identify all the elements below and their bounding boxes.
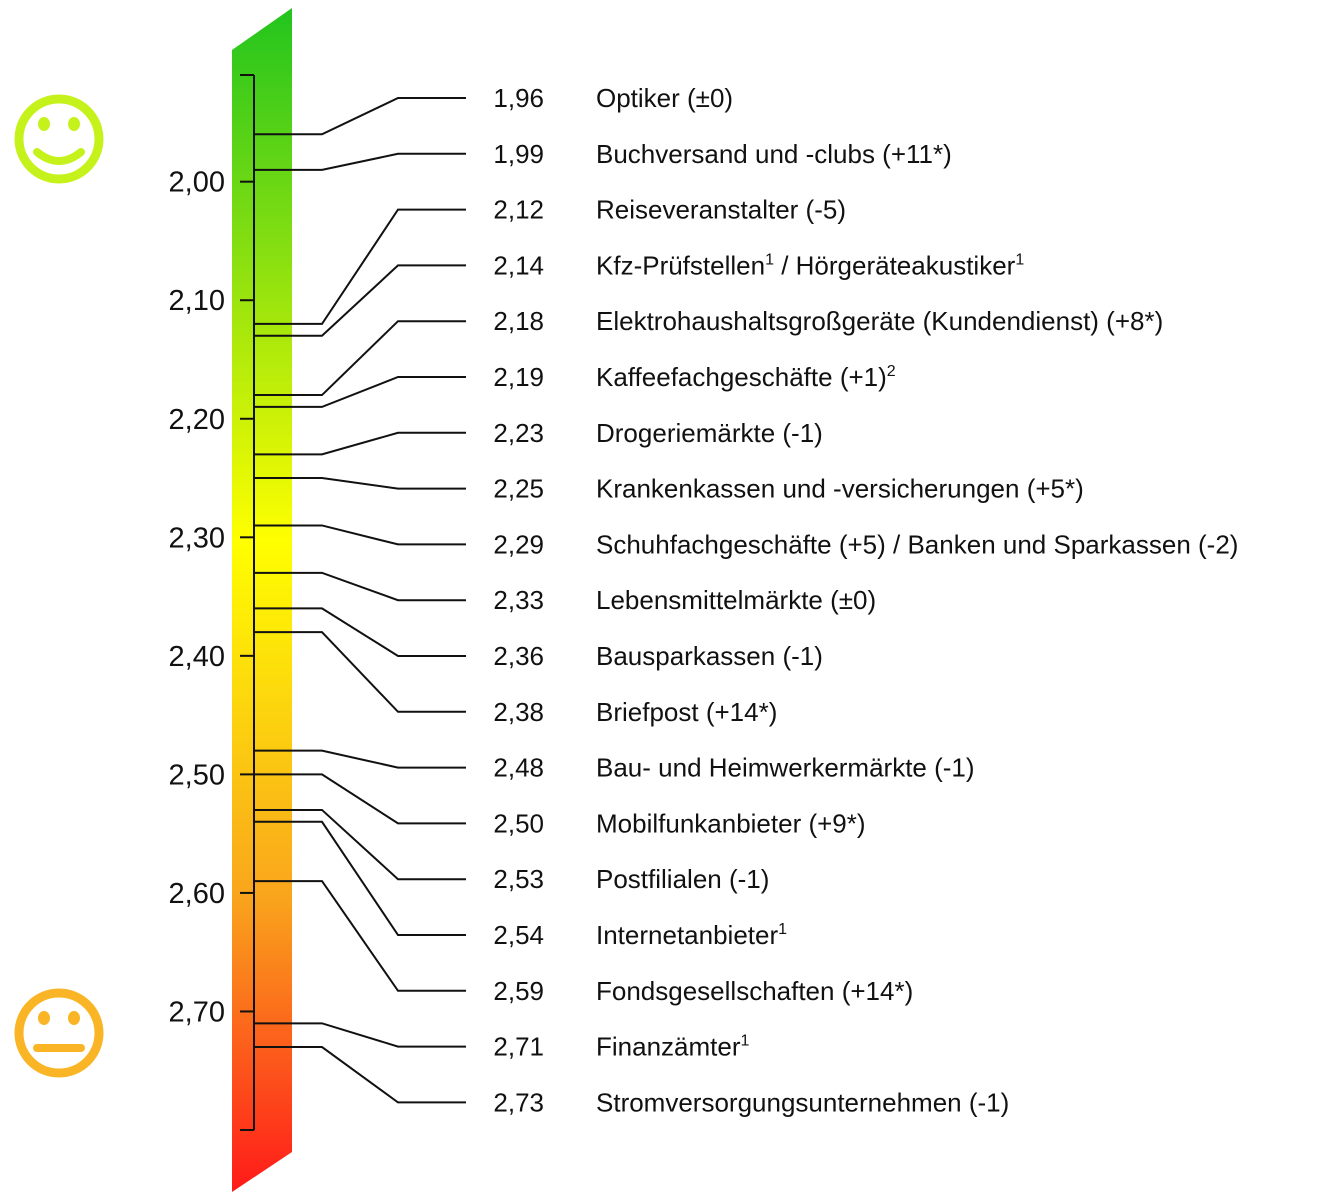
category-name: Mobilfunkanbieter (+9*) [596,808,866,838]
leader-line [254,208,466,325]
category-label: Reiseveranstalter (-5) [596,195,846,225]
y-tick-label: 2,60 [169,878,225,910]
leader-line [254,1022,466,1048]
category-label: Kfz-Prüfstellen1 / Hörgeräteakustiker1 [596,250,1024,280]
y-tick-label: 2,30 [169,522,225,554]
value-label: 1,99 [493,139,544,169]
category-name: Reiseveranstalter (-5) [596,195,846,225]
category-name: Krankenkassen und -versicherungen (+5*) [596,474,1084,504]
leader-line [254,376,466,408]
entry-marks: 1,96 Optiker (±0) 1,99 Buchversand und -clu… [254,83,1238,1117]
category-label: Stromversorgungsunternehmen (-1) [596,1087,1009,1117]
category-label: Finanzämter1 [596,1032,750,1062]
value-label: 2,18 [493,306,544,336]
category-label: Kaffeefachgeschäfte (+1)2 [596,362,896,392]
value-label: 2,73 [493,1087,544,1117]
y-tick-label: 2,50 [169,759,225,791]
value-label: 2,33 [493,585,544,615]
category-name: Schuhfachgeschäfte (+5) / Banken und Spa… [596,529,1238,559]
leader-line [254,808,466,881]
footnote-marker: 1 [765,251,774,268]
happy-face-icon [14,94,104,184]
value-label: 2,12 [493,195,544,225]
y-tick-label: 2,40 [169,641,225,673]
category-name: Bausparkassen (-1) [596,641,823,671]
category-name: Lebensmittelmärkte (±0) [596,585,876,615]
gradient-scale-bar [232,8,292,1192]
category-name: Postfilialen (-1) [596,864,769,894]
category-name: Elektrohaushaltsgroßgeräte (Kundendienst… [596,306,1163,336]
category-label: Elektrohaushaltsgroßgeräte (Kundendienst… [596,306,1163,336]
value-label: 2,23 [493,418,544,448]
leader-line [254,880,466,992]
leader-line [254,607,466,657]
leader-line [254,524,466,546]
category-label: Bausparkassen (-1) [596,641,823,671]
category-name: Fondsgesellschaften (+14*) [596,976,913,1006]
category-label: Fondsgesellschaften (+14*) [596,976,913,1006]
category-name: Briefpost (+14*) [596,697,777,727]
footnote-marker: 1 [741,1033,750,1050]
category-label: Optiker (±0) [596,83,733,113]
leader-line [254,631,466,713]
neutral-face-icon [14,988,104,1078]
footnote-marker: 1 [1015,251,1024,268]
category-label: Internetanbieter1 [596,920,787,950]
value-label: 2,29 [493,529,544,559]
leader-line [254,152,466,171]
value-label: 2,50 [493,808,544,838]
category-label: Krankenkassen und -versicherungen (+5*) [596,474,1084,504]
leader-line [254,264,466,337]
value-label: 1,96 [493,83,544,113]
category-name: Kaffeefachgeschäfte (+1) [596,362,887,392]
category-label: Mobilfunkanbieter (+9*) [596,808,866,838]
value-label: 2,19 [493,362,544,392]
y-axis: 2,00 2,10 2,20 2,30 2,40 2,50 2,60 2,70 [169,74,255,1131]
footnote-marker: 2 [887,363,896,380]
y-tick-label: 2,70 [169,996,225,1028]
value-label: 2,25 [493,474,544,504]
y-tick-label: 2,10 [169,285,225,317]
y-tick-label: 2,20 [169,404,225,436]
category-name: Bau- und Heimwerkermärkte (-1) [596,753,975,783]
leader-line [254,431,466,456]
value-label: 2,53 [493,864,544,894]
footnote-marker: 1 [778,921,787,938]
category-name: Buchversand und -clubs (+11*) [596,139,952,169]
value-label: 2,71 [493,1032,544,1062]
leader-line [254,820,466,936]
category-name: Optiker (±0) [596,83,733,113]
category-name: Drogeriemärkte (-1) [596,418,823,448]
category-label: Briefpost (+14*) [596,697,777,727]
category-label: Postfilialen (-1) [596,864,769,894]
category-name: Stromversorgungsunternehmen (-1) [596,1087,1009,1117]
category-label-part: / Hörgeräteakustiker [774,250,1016,280]
category-name: Finanzämter [596,1032,741,1062]
value-label: 2,54 [493,920,544,950]
leader-line [254,1046,466,1104]
value-label: 2,14 [493,250,544,280]
leader-line [254,571,466,602]
leader-line [254,477,466,490]
value-label: 2,59 [493,976,544,1006]
value-label: 2,38 [493,697,544,727]
category-label: Drogeriemärkte (-1) [596,418,823,448]
category-label: Schuhfachgeschäfte (+5) / Banken und Spa… [596,529,1238,559]
category-label-part: Kfz-Prüfstellen [596,250,765,280]
leader-line [254,749,466,769]
value-label: 2,36 [493,641,544,671]
y-tick-label: 2,00 [169,167,225,199]
category-name: Internetanbieter [596,920,778,950]
category-label: Buchversand und -clubs (+11*) [596,139,952,169]
leader-line [254,97,466,136]
leader-line [254,320,466,397]
value-label: 2,48 [493,753,544,783]
category-label: Bau- und Heimwerkermärkte (-1) [596,753,975,783]
category-label: Lebensmittelmärkte (±0) [596,585,876,615]
leader-line [254,773,466,825]
